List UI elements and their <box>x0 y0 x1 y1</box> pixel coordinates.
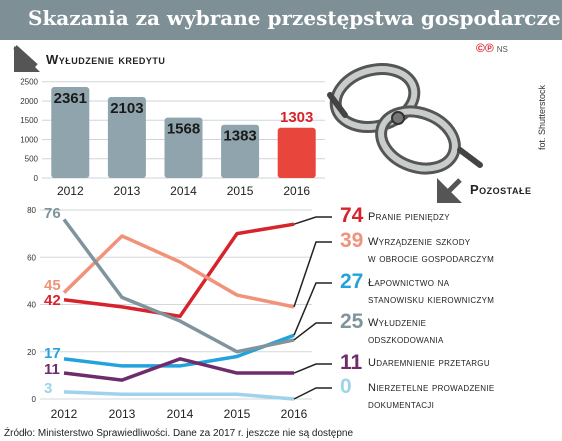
legend-leader-line <box>293 363 332 374</box>
bar-value-label: 1383 <box>223 128 256 145</box>
legend-leader-line <box>293 282 332 336</box>
bar <box>277 127 316 178</box>
copyright-symbols: ©℗ <box>476 41 494 55</box>
series-start-label: 45 <box>44 277 61 294</box>
source-note: Źródło: Ministerstwo Sprawiedliwości. Da… <box>4 428 354 439</box>
series-end-label: 39 <box>340 229 363 252</box>
series-legend-label: Udaremnienie przetargu <box>368 357 490 369</box>
line-x-tick-label: 2013 <box>109 407 136 421</box>
bar <box>51 87 90 178</box>
series-start-label: 3 <box>44 380 52 397</box>
bar-chart-title: Wyłudzenie kredytu <box>46 52 165 67</box>
bar <box>221 124 260 178</box>
bar-chart: 0 500 1000 1500 2000 2500 2361 2012 2103 2013 1568… <box>20 78 325 198</box>
series-legend-label-line: Łapownictwo na <box>368 277 450 289</box>
bar-x-tick-label: 2015 <box>227 184 254 198</box>
series-line <box>63 333 295 368</box>
legend-leader-line <box>293 216 332 225</box>
header-banner <box>0 0 562 40</box>
series-start-label: 11 <box>44 361 60 378</box>
bar-y-tick-label: 1000 <box>20 135 38 144</box>
series-legend-label-line: Udaremnienie przetargu <box>368 357 490 369</box>
series-legend-label: Łapownictwo na stanowisku kierowniczym <box>368 277 494 306</box>
bar <box>164 117 203 178</box>
arrow-down-right-icon <box>13 45 40 72</box>
series-legend-label: Wyrządzenie szkody w obrocie gospodarczym <box>368 236 494 265</box>
line-x-tick-label: 2016 <box>281 407 308 421</box>
series-start-label: 42 <box>44 292 61 309</box>
line-y-tick-label: 60 <box>27 253 36 262</box>
copyright-badge: ©℗ NS <box>476 41 508 55</box>
series-end-label: 0 <box>340 375 352 398</box>
arrow-down-left-icon <box>437 178 462 203</box>
line-x-tick-label: 2014 <box>167 407 194 421</box>
series-line <box>63 222 295 319</box>
bar-y-tick-label: 0 <box>34 174 39 183</box>
legend-leader-line <box>293 387 332 400</box>
series-legend-label: Pranie pieniędzy <box>368 211 450 223</box>
series-end-label: 11 <box>340 351 363 374</box>
legend-leader-line <box>293 322 332 341</box>
line-y-tick-label: 80 <box>27 206 36 215</box>
page-title: Skazania za wybrane przestępstwa gospoda… <box>28 6 561 30</box>
line-y-tick-label: 40 <box>27 301 36 310</box>
series-legend-label-line: w obrocie gospodarczym <box>368 253 494 265</box>
series-line <box>63 390 295 401</box>
bar <box>107 96 146 178</box>
series-end-label: 74 <box>340 204 364 227</box>
series-end-label: 25 <box>340 310 364 333</box>
series-legend-label-line: stanowisku kierowniczym <box>368 294 494 306</box>
line-chart-title: Pozostałe <box>470 182 532 197</box>
bar-x-tick-label: 2013 <box>114 184 141 198</box>
line-chart: 0 20 40 60 80 2012 2013 2014 2015 2016 42 74 Pranie … <box>27 204 494 421</box>
series-legend-label-line: dokumentacji <box>368 399 434 411</box>
series-legend-label: Wyłudzenie odszkodowania <box>368 317 444 346</box>
series-legend-label-line: Wyłudzenie <box>368 317 426 329</box>
agency-label: NS <box>496 45 508 54</box>
series-legend-label: Nierzetelne prowadzenie dokumentacji <box>368 382 495 411</box>
bar-x-tick-label: 2016 <box>283 184 310 198</box>
bar-y-tick-label: 1500 <box>20 116 38 125</box>
series-end-label: 27 <box>340 270 363 293</box>
bar-value-label: 1568 <box>167 121 200 138</box>
series-legend-label-line: Wyrządzenie szkody <box>368 236 471 248</box>
legend-leader-line <box>293 241 332 308</box>
bar-y-tick-label: 2500 <box>20 78 38 87</box>
series-line <box>62 218 295 354</box>
bar-value-label: 2361 <box>54 90 87 107</box>
line-y-tick-label: 20 <box>27 348 36 357</box>
handcuffs-icon <box>327 63 483 175</box>
series-legend-label-line: Nierzetelne prowadzenie <box>368 382 495 394</box>
bar-x-tick-label: 2014 <box>170 184 197 198</box>
bar-y-tick-label: 2000 <box>20 97 38 106</box>
series-line <box>63 357 294 382</box>
bar-x-tick-label: 2012 <box>57 184 84 198</box>
series-legend-label-line: odszkodowania <box>368 334 444 346</box>
series-line <box>62 234 295 309</box>
series-start-label: 17 <box>44 345 61 362</box>
line-x-tick-label: 2012 <box>51 407 78 421</box>
series-start-label: 76 <box>44 205 61 222</box>
line-x-tick-label: 2015 <box>224 407 251 421</box>
bar-value-label: 2103 <box>110 100 143 117</box>
bar-value-label: 1303 <box>280 109 313 126</box>
series-legend-label-line: Pranie pieniędzy <box>368 211 450 223</box>
bar-y-tick-label: 500 <box>25 155 39 164</box>
line-y-tick-label: 0 <box>32 395 37 404</box>
